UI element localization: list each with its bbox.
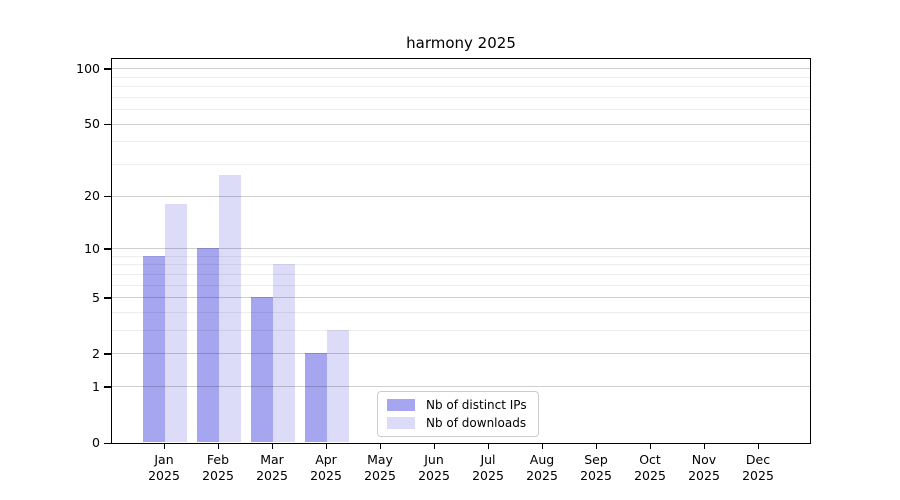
y-axis-tick-mark-20: [104, 195, 111, 198]
x-axis-tick-label-feb: Feb 2025: [202, 452, 234, 483]
bar-distinct-ips-apr: [304, 353, 327, 443]
bar-downloads-feb: [218, 175, 241, 443]
bar-distinct-ips-feb: [196, 248, 219, 443]
y-axis-tick-mark-1: [104, 386, 111, 388]
minor-gridline-6: [111, 284, 810, 286]
minor-gridline-90: [111, 76, 810, 78]
x-axis-tick-label-dec: Dec 2025: [742, 452, 774, 483]
y-axis-tick-label-0: 0: [92, 435, 100, 450]
x-axis-tick-mark-jun: [433, 444, 435, 449]
x-axis-tick-label-jul: Jul 2025: [472, 452, 504, 483]
y-axis-tick-label-20: 20: [84, 188, 100, 204]
x-axis-tick-mark-nov: [703, 444, 705, 449]
minor-gridline-40: [111, 141, 810, 143]
x-axis-tick-label-jan: Jan 2025: [148, 452, 180, 483]
major-gridline-5: [111, 297, 810, 299]
x-axis-tick-mark-sep: [595, 444, 597, 449]
x-axis-tick-label-mar: Mar 2025: [256, 452, 288, 483]
x-axis-tick-mark-jul: [487, 444, 489, 449]
major-gridline-10: [111, 248, 810, 250]
minor-gridline-70: [111, 96, 810, 98]
y-axis-tick-mark-0: [104, 442, 111, 444]
x-axis-tick-label-oct: Oct 2025: [634, 452, 666, 483]
y-axis-tick-mark-10: [104, 248, 111, 250]
legend-item-distinct-ips: Nb of distinct IPs: [387, 397, 527, 413]
bar-downloads-jan: [164, 203, 187, 443]
legend-label-distinct-ips: Nb of distinct IPs: [426, 398, 527, 412]
major-gridline-20: [111, 195, 810, 197]
x-axis-tick-label-aug: Aug 2025: [526, 452, 558, 483]
y-axis-tick-label-50: 50: [84, 116, 100, 132]
bar-distinct-ips-mar: [250, 297, 273, 443]
y-axis-tick-mark-50: [104, 123, 111, 126]
x-axis-tick-mark-feb: [217, 444, 219, 449]
y-axis-tick-label-100: 100: [76, 60, 100, 76]
minor-gridline-30: [111, 164, 810, 166]
legend-swatch-distinct-ips: [387, 399, 415, 411]
x-axis-tick-mark-mar: [271, 444, 273, 449]
x-axis-tick-label-nov: Nov 2025: [688, 452, 720, 483]
legend: Nb of distinct IPs Nb of downloads: [377, 391, 539, 437]
x-axis-tick-mark-aug: [541, 444, 543, 449]
y-axis-tick-mark-2: [104, 353, 111, 355]
major-gridline-50: [111, 123, 810, 125]
minor-gridline-8: [111, 264, 810, 266]
x-axis-tick-mark-dec: [757, 444, 759, 449]
minor-gridline-60: [111, 109, 810, 111]
x-axis-tick-mark-oct: [649, 444, 651, 449]
x-axis-tick-label-jun: Jun 2025: [418, 452, 450, 483]
x-axis-tick-mark-apr: [325, 444, 327, 449]
bar-distinct-ips-jan: [142, 255, 165, 443]
bar-downloads-apr: [326, 330, 349, 443]
major-gridline-1: [111, 386, 810, 388]
y-axis-tick-label-2: 2: [92, 345, 100, 361]
chart-title: harmony 2025: [406, 34, 516, 52]
minor-gridline-7: [111, 273, 810, 275]
y-axis-tick-mark-5: [104, 297, 111, 299]
legend-swatch-downloads: [387, 417, 415, 429]
x-axis-tick-mark-may: [379, 444, 381, 449]
y-axis-tick-label-10: 10: [84, 240, 100, 256]
x-axis-tick-mark-jan: [163, 444, 165, 449]
x-axis-tick-label-apr: Apr 2025: [310, 452, 342, 483]
minor-gridline-4: [111, 312, 810, 313]
x-axis-tick-label-may: May 2025: [364, 452, 396, 483]
major-gridline-100: [111, 68, 810, 70]
plot-area: [110, 57, 811, 444]
y-axis-tick-label-5: 5: [92, 289, 100, 305]
minor-gridline-9: [111, 255, 810, 257]
x-axis-tick-label-sep: Sep 2025: [580, 452, 612, 483]
major-gridline-2: [111, 353, 810, 355]
legend-label-downloads: Nb of downloads: [426, 416, 527, 430]
gridlines-layer: [111, 59, 810, 443]
minor-gridline-80: [111, 86, 810, 88]
y-axis-tick-mark-100: [104, 68, 111, 70]
y-axis-tick-label-1: 1: [92, 378, 100, 394]
legend-item-downloads: Nb of downloads: [387, 415, 527, 431]
minor-gridline-3: [111, 330, 810, 332]
